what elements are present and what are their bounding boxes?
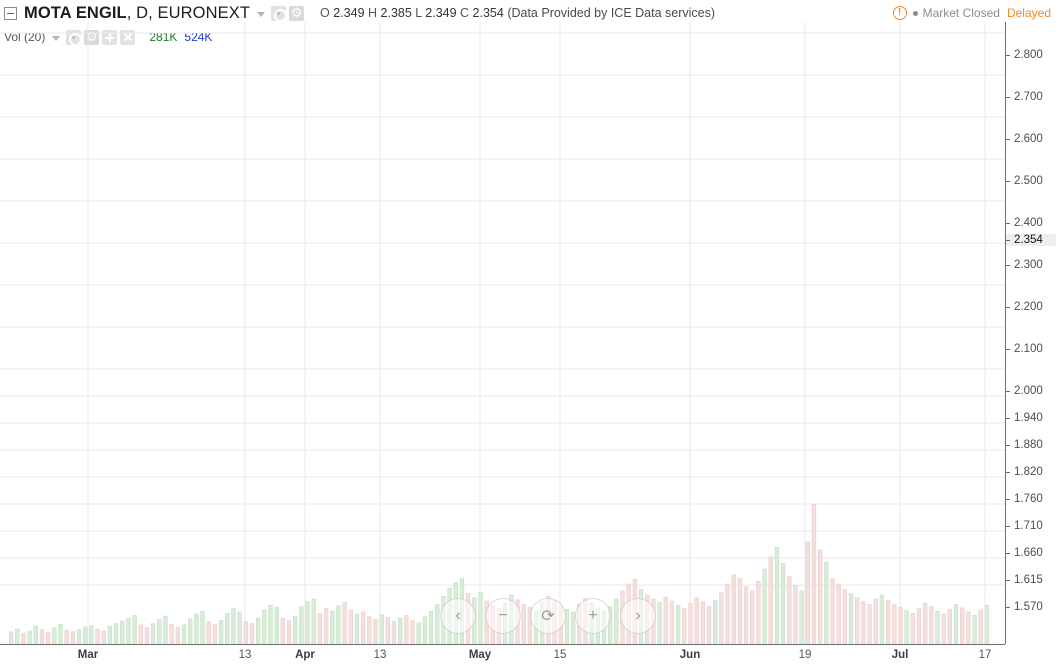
date-tick-label: May <box>468 649 492 661</box>
price-tick-label: 1.710 <box>1006 520 1043 532</box>
date-tick-label: 13 <box>238 649 252 661</box>
symbol-interval: D <box>136 3 149 22</box>
date-axis[interactable]: Mar 13 Apr 13 May 15 Jun 19 Jul 17 <box>0 644 1005 666</box>
chevron-down-icon[interactable] <box>257 12 266 17</box>
date-tick-label: 15 <box>553 649 567 661</box>
reset-zoom-button[interactable]: ⟳ <box>530 598 566 634</box>
price-tick-label: 1.940 <box>1006 412 1043 424</box>
date-tick-label: Mar <box>77 649 99 661</box>
close-value: 2.354 <box>472 6 504 20</box>
zoom-in-button[interactable]: + <box>575 598 611 634</box>
page-title[interactable]: MOTA ENGIL, D, EURONEXT <box>24 3 251 22</box>
pan-left-button[interactable]: ‹ <box>440 598 476 634</box>
date-tick-label: Apr <box>295 649 315 661</box>
date-tick-label: 13 <box>373 649 387 661</box>
data-provider-note: (Data Provided by ICE Data services) <box>507 6 716 20</box>
price-tick-label: 2.500 <box>1006 175 1043 187</box>
low-label: L <box>415 6 422 20</box>
price-tick-label: 1.570 <box>1006 601 1043 613</box>
close-label: C <box>460 6 470 20</box>
zoom-out-button[interactable]: − <box>485 598 521 634</box>
chart-svg <box>0 22 1005 644</box>
price-tick-label: 2.700 <box>1006 91 1043 103</box>
price-chart-canvas[interactable] <box>0 22 1005 644</box>
low-value: 2.349 <box>425 6 457 20</box>
status-dot-icon <box>912 10 918 16</box>
price-tick-label: 1.660 <box>1006 547 1043 559</box>
price-tick-label: 2.000 <box>1006 385 1043 397</box>
chart-header: MOTA ENGIL, D, EURONEXT O 2.349 H 2.385 … <box>0 0 1059 26</box>
market-status-label: Market Closed <box>922 6 1000 20</box>
price-tick-label: 1.820 <box>1006 466 1043 478</box>
open-label: O <box>320 6 330 20</box>
high-label: H <box>368 6 378 20</box>
date-tick-label: 19 <box>798 649 812 661</box>
chart-navigation-controls: ‹ − ⟳ + › <box>440 598 656 634</box>
eye-icon[interactable] <box>271 5 288 22</box>
price-axis[interactable]: 2.800 2.700 2.600 2.500 2.400 2.354 2.300 2.200… <box>1005 22 1059 644</box>
symbol-name: MOTA ENGIL <box>24 3 127 22</box>
price-tick-label: 1.760 <box>1006 493 1043 505</box>
gear-icon[interactable] <box>289 5 305 21</box>
price-tick-label: 1.615 <box>1006 574 1043 586</box>
status-badge: Delayed <box>1006 6 1051 20</box>
warning-icon[interactable]: ! <box>892 6 907 20</box>
price-tick-label: 2.400 <box>1006 217 1043 229</box>
price-tick-label: 2.100 <box>1006 343 1043 355</box>
current-price-label: 2.354 <box>1006 234 1056 246</box>
date-tick-label: Jun <box>679 649 701 661</box>
price-tick-label: 2.600 <box>1006 133 1043 145</box>
date-tick-label: Jul <box>891 649 909 661</box>
price-tick-label: 1.880 <box>1006 439 1043 451</box>
price-tick-label: 2.300 <box>1006 259 1043 271</box>
pan-right-button[interactable]: › <box>620 598 656 634</box>
open-value: 2.349 <box>333 6 365 20</box>
chevron-down-icon[interactable] <box>52 36 61 41</box>
ohlc-readout: O 2.349 H 2.385 L 2.349 C 2.354 (Data Pr… <box>320 6 715 20</box>
date-tick-label: 17 <box>978 649 992 661</box>
collapse-icon[interactable] <box>4 6 17 20</box>
price-tick-label: 2.800 <box>1006 49 1043 61</box>
high-value: 2.385 <box>380 6 412 20</box>
price-tick-label: 2.200 <box>1006 301 1043 313</box>
symbol-exchange: EURONEXT <box>157 3 251 22</box>
market-status: ! Market Closed Delayed <box>892 4 1051 22</box>
